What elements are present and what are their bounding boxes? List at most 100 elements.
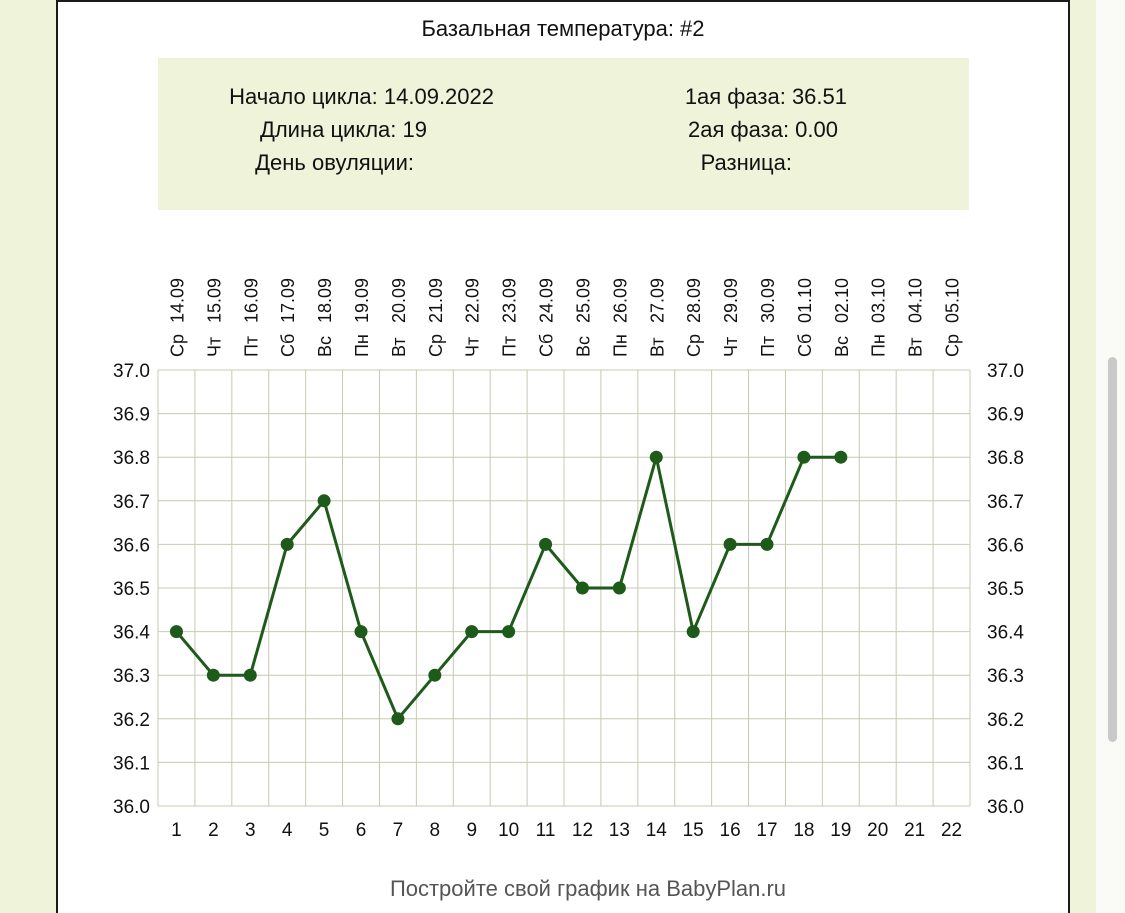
date-value-label: 17.09 — [278, 278, 298, 323]
weekday-label: Ср — [426, 334, 446, 357]
date-labels: Ср 14.09 Чт 15.09 Пт 16.09 Сб 17.09 Вс 18.09 Пн 19.… — [167, 278, 962, 357]
temperature-point — [354, 625, 368, 639]
weekday-label: Вс — [315, 336, 335, 357]
weekday-label: Вт — [647, 337, 667, 357]
date-value-label: 02.10 — [832, 278, 852, 323]
temperature-point — [612, 581, 626, 595]
grid — [157, 369, 971, 807]
y-tick-label-left: 36.8 — [113, 448, 150, 469]
temperature-point — [797, 450, 811, 464]
y-tick-label-left: 36.0 — [113, 797, 150, 818]
weekday-label: Пн — [352, 334, 372, 357]
y-tick-label-left: 36.4 — [113, 623, 150, 644]
phase1-label: 1ая фаза: 36.51 — [685, 84, 847, 109]
temperature-point — [169, 625, 183, 639]
temperature-point — [243, 668, 257, 682]
y-tick-label-right: 36.7 — [987, 492, 1024, 513]
x-tick-label: 2 — [208, 820, 219, 841]
weekday-label: Пт — [758, 336, 778, 357]
date-label: Ср 05.10 — [943, 278, 963, 357]
date-value-label: 15.09 — [204, 278, 224, 323]
date-value-label: 26.09 — [610, 278, 630, 323]
x-tick-label: 21 — [904, 820, 925, 841]
x-tick-label: 1 — [171, 820, 182, 841]
temperature-point — [206, 668, 220, 682]
date-label: Вс 02.10 — [832, 278, 852, 357]
x-tick-label: 11 — [536, 820, 556, 841]
date-value-label: 28.09 — [684, 278, 704, 323]
weekday-label: Сб — [278, 334, 298, 357]
x-tick-label: 7 — [393, 820, 404, 841]
date-label: Сб 01.10 — [795, 278, 815, 357]
date-label: Ср 14.09 — [167, 278, 187, 357]
y-tick-label-right: 36.0 — [987, 797, 1024, 818]
date-value-label: 16.09 — [241, 278, 261, 323]
weekday-label: Чт — [721, 337, 741, 357]
footer-link[interactable]: Постройте свой график на BabyPlan.ru — [390, 876, 786, 901]
x-tick-label: 22 — [941, 820, 962, 841]
scrollbar-thumb[interactable] — [1108, 357, 1117, 742]
y-tick-label-left: 36.9 — [113, 405, 150, 426]
date-value-label: 14.09 — [167, 278, 187, 323]
date-value-label: 20.09 — [389, 278, 409, 323]
temperature-point — [649, 450, 663, 464]
x-tick-label: 9 — [466, 820, 477, 841]
weekday-label: Вс — [832, 336, 852, 357]
date-label: Чт 29.09 — [721, 278, 741, 357]
date-label: Вс 25.09 — [573, 278, 593, 357]
y-tick-label-left: 36.2 — [113, 710, 150, 731]
date-label: Вт 04.10 — [906, 278, 926, 357]
date-label: Чт 22.09 — [463, 278, 483, 357]
weekday-label: Сб — [795, 334, 815, 357]
date-label: Ср 21.09 — [426, 278, 446, 357]
date-value-label: 18.09 — [315, 278, 335, 323]
weekday-label: Чт — [204, 337, 224, 357]
x-tick-label: 16 — [720, 820, 741, 841]
y-tick-labels: 37.0 37.0 36.9 36.9 36.8 36.8 36.7 36.7 36.6 36.6… — [113, 361, 1024, 818]
date-label: Вс 18.09 — [315, 278, 335, 357]
temperature-point — [834, 450, 848, 464]
chart-title: Базальная температура: #2 — [421, 16, 704, 41]
weekday-label: Вс — [573, 336, 593, 357]
phase2-label: 2ая фаза: 0.00 — [688, 117, 838, 142]
date-label: Пт 23.09 — [500, 278, 520, 357]
cycle-start-label: Начало цикла: 14.09.2022 — [229, 84, 494, 109]
y-tick-label-left: 36.1 — [113, 753, 150, 774]
temperature-point — [280, 537, 294, 551]
x-tick-label: 14 — [646, 820, 668, 841]
date-value-label: 27.09 — [647, 278, 667, 323]
date-label: Пн 26.09 — [610, 278, 630, 357]
temperature-point — [539, 537, 553, 551]
cycle-length-label: Длина цикла: 19 — [260, 117, 427, 142]
date-label: Чт 15.09 — [204, 278, 224, 357]
temperature-point — [575, 581, 589, 595]
temperature-point — [317, 494, 331, 508]
y-tick-label-left: 36.3 — [113, 666, 150, 687]
info-box — [158, 58, 969, 210]
date-value-label: 03.10 — [869, 278, 889, 323]
x-tick-label: 12 — [572, 820, 593, 841]
y-tick-label-right: 36.2 — [987, 710, 1024, 731]
x-tick-label: 4 — [282, 820, 293, 841]
date-value-label: 23.09 — [500, 278, 520, 323]
weekday-label: Пт — [241, 336, 261, 357]
y-tick-label-right: 36.6 — [987, 535, 1024, 556]
weekday-label: Пт — [500, 336, 520, 357]
x-tick-label: 10 — [498, 820, 519, 841]
temperature-point — [428, 668, 442, 682]
x-tick-label: 3 — [245, 820, 256, 841]
temperature-point — [502, 625, 516, 639]
y-tick-label-right: 36.9 — [987, 405, 1024, 426]
date-label: Пн 03.10 — [869, 278, 889, 357]
ovulation-day-label: День овуляции: — [255, 150, 414, 175]
x-tick-label: 19 — [830, 820, 851, 841]
y-tick-label-left: 37.0 — [113, 361, 150, 382]
date-value-label: 30.09 — [758, 278, 778, 323]
date-label: Сб 24.09 — [537, 278, 557, 357]
weekday-label: Пн — [869, 334, 889, 357]
y-tick-label-left: 36.5 — [113, 579, 150, 600]
x-tick-label: 15 — [683, 820, 704, 841]
temperature-point — [723, 537, 737, 551]
date-value-label: 24.09 — [537, 278, 557, 323]
